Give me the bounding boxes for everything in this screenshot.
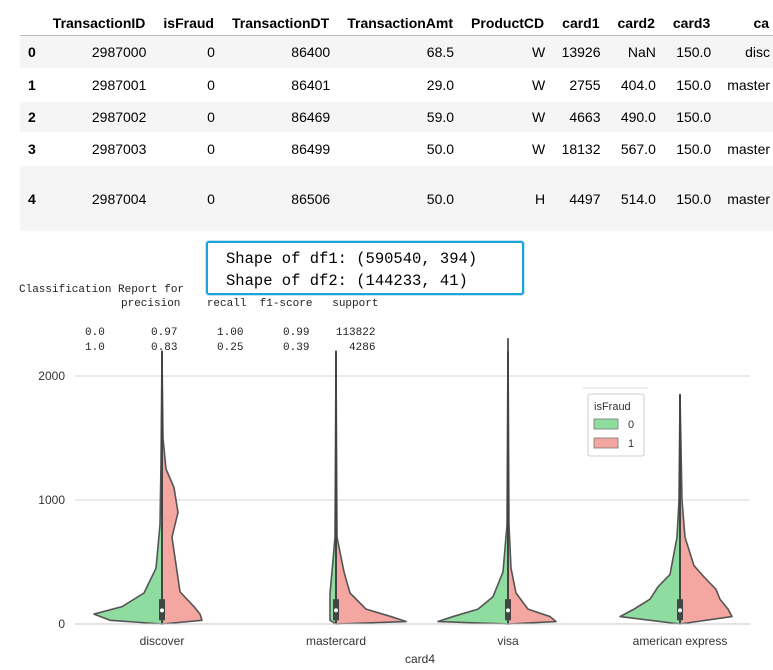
violin-half-isfraud-0 (93, 350, 163, 625)
x-tick-label: visa (497, 634, 519, 648)
dataframe-table: TransactionID isFraud TransactionDT Tran… (20, 10, 773, 231)
shape-df2-line: Shape of df2: (144233, 41) (226, 272, 468, 290)
cell-card1: 4497 (553, 166, 609, 231)
cell-isfraud: 0 (207, 141, 215, 157)
cell-isfraud: 0 (154, 102, 223, 132)
table-row: 4 2987004 0 86506 50.0 H 4497 514.0 150.0 master (20, 166, 773, 231)
cell-isfraud: 0 (154, 166, 223, 231)
cell-card4 (719, 102, 773, 132)
col-header-card3: card3 (663, 10, 720, 36)
cell-card3: 150.0 (676, 77, 712, 93)
cell-isfraud: 0 (154, 35, 223, 68)
cell-transactionid: 2987003 (91, 141, 147, 157)
cell-card2: NaN (608, 35, 664, 68)
violin-median (506, 608, 510, 613)
classification-report-title: Classification Report for (19, 284, 185, 296)
cell-transactiondt: 86499 (291, 141, 331, 157)
table-row: 2 2987002 0 86469 59.0 W 4663 490.0 150.0 (20, 102, 773, 132)
index-header (20, 10, 44, 36)
cell-card1: 18132 (561, 141, 601, 157)
y-tick-label: 2000 (38, 369, 65, 383)
cell-card2: 490.0 (608, 102, 664, 132)
table-row: 0 2987000 0 86400 68.5 W 13926 NaN 150.0 disc (20, 35, 773, 68)
legend-swatch (593, 437, 619, 449)
col-header-transactionamt: TransactionAmt (338, 10, 463, 36)
cell-transactionid: 2987002 (43, 102, 155, 132)
x-axis-label: card4 (405, 652, 435, 666)
cell-card1: 13926 (553, 35, 609, 68)
cell-card1: 4663 (553, 102, 609, 132)
cell-card4: disc (719, 35, 773, 68)
cell-card4: master (719, 166, 773, 231)
cell-index: 0 (20, 35, 44, 68)
classification-report-header: precision recall f1-score support (121, 298, 379, 310)
cell-card3: 150.0 (663, 166, 720, 231)
cell-transactiondt: 86506 (222, 166, 339, 231)
cell-transactionamt: 29.0 (426, 77, 455, 93)
legend-swatch (593, 418, 619, 430)
col-header-card1: card1 (553, 10, 609, 36)
violin-half-isfraud-0 (437, 338, 509, 625)
cell-index: 1 (28, 77, 36, 93)
cell-transactionamt: 59.0 (338, 102, 463, 132)
cell-transactionid: 2987000 (43, 35, 155, 68)
col-header-isfraud: isFraud (154, 10, 223, 36)
violin-half-isfraud-1 (507, 338, 557, 625)
cell-card3: 150.0 (663, 35, 720, 68)
legend-title: isFraud (594, 401, 631, 413)
cell-transactiondt: 86469 (222, 102, 339, 132)
x-tick-label: discover (140, 634, 185, 648)
cell-index: 3 (28, 141, 36, 157)
cell-productcd: W (531, 141, 546, 157)
col-header-transactionid: TransactionID (43, 10, 155, 36)
cell-transactionamt: 50.0 (338, 166, 463, 231)
table-row: 1 2987001 0 86401 29.0 W 2755 404.0 150.0 master (20, 68, 773, 102)
cell-productcd: W (531, 77, 546, 93)
cell-transactionid: 2987001 (91, 77, 147, 93)
cell-isfraud: 0 (207, 77, 215, 93)
cell-transactionamt: 50.0 (426, 141, 455, 157)
cell-transactionid: 2987004 (43, 166, 155, 231)
violin-plot: 0 1000 2000 discover mastercard visa american … (38, 338, 750, 666)
legend-label: 1 (628, 438, 634, 450)
table-header-row: TransactionID isFraud TransactionDT Tran… (20, 10, 773, 36)
violin-half-isfraud-1 (335, 350, 407, 625)
y-tick-label: 0 (58, 617, 65, 631)
col-header-productcd: ProductCD (462, 10, 554, 36)
cell-index: 2 (20, 102, 44, 132)
x-tick-label: mastercard (306, 634, 366, 648)
col-header-card2: card2 (608, 10, 664, 36)
cell-productcd: W (462, 102, 554, 132)
col-header-transactiondt: TransactionDT (222, 10, 339, 36)
cell-card3: 150.0 (663, 102, 720, 132)
shape-output-box: Shape of df1: (590540, 394) Shape of df2… (206, 241, 524, 295)
cell-card4: master (727, 141, 771, 157)
cell-index: 4 (20, 166, 44, 231)
cell-productcd: H (462, 166, 554, 231)
cell-card3: 150.0 (676, 141, 712, 157)
x-tick-label: american express (633, 634, 728, 648)
violin-half-isfraud-1 (679, 393, 733, 625)
shape-df1-line: Shape of df1: (590540, 394) (226, 250, 478, 268)
cell-productcd: W (462, 35, 554, 68)
cell-card2: 514.0 (608, 166, 664, 231)
violin-half-isfraud-1 (161, 350, 203, 625)
cell-card1: 2755 (569, 77, 601, 93)
cell-transactiondt: 86400 (222, 35, 339, 68)
cell-card2: 567.0 (620, 141, 656, 157)
cell-transactiondt: 86401 (291, 77, 331, 93)
legend-label: 0 (628, 419, 634, 431)
classification-report-row-1: 1.0 0.83 0.25 0.39 4286 (85, 342, 376, 354)
classification-report-row-0: 0.0 0.97 1.00 0.99 113822 (85, 327, 376, 339)
y-tick-label: 1000 (38, 493, 65, 507)
cell-card4: master (727, 77, 771, 93)
cell-card2: 404.0 (620, 77, 656, 93)
violin-median (334, 608, 338, 613)
violin-median (678, 608, 682, 613)
cell-transactionamt: 68.5 (338, 35, 463, 68)
table-row: 3 2987003 0 86499 50.0 W 18132 567.0 150.0 master (20, 132, 773, 166)
col-header-card4: ca (719, 10, 773, 36)
violin-median (160, 608, 164, 613)
